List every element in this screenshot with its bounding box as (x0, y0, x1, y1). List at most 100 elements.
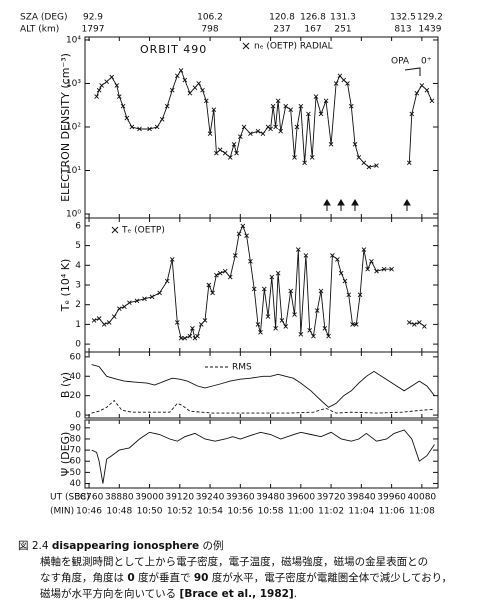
caption-line: なす角度，角度は 0 度が垂直で 90 度が水平，電子密度が電離圏全体で減少して… (18, 570, 496, 586)
legend-rms: RMS (232, 363, 252, 373)
data-point (429, 98, 435, 104)
y-tick-label: 60 (70, 457, 82, 467)
sza-value: 106.2 (197, 13, 223, 23)
x-tick-label: 39120 (165, 493, 194, 503)
x-tick-label: 39840 (347, 493, 376, 503)
alt-label: ALT (km) (20, 25, 59, 35)
y-tick-label: 80 (70, 434, 82, 444)
x-time-label: 10:52 (167, 507, 193, 517)
y-axis-label: Tₑ (10⁴ K) (59, 259, 72, 313)
x-tick-label: 39360 (226, 493, 255, 503)
y-tick-label: 10⁰ (66, 210, 81, 220)
x-time-label: 10:56 (227, 507, 253, 517)
x-time-label: 10:46 (76, 507, 102, 517)
legend-te: Tₑ (OETP) (121, 226, 165, 236)
data-line (91, 399, 435, 414)
panel-frame (84, 351, 439, 419)
y-tick-label: 10⁴ (66, 35, 81, 45)
caption-text: なす角度，角度は (40, 572, 128, 584)
data-point (389, 266, 394, 272)
event-arrows (323, 199, 411, 211)
x-axis-min-label: (MIN) (50, 507, 74, 517)
alt-value: 251 (334, 25, 351, 35)
y-tick-label: 1 (75, 320, 81, 330)
alt-value: 1439 (419, 25, 442, 35)
data-line (93, 224, 425, 339)
y-tick-label: 10¹ (66, 166, 81, 176)
data-point (91, 318, 97, 323)
panel-frame (84, 419, 439, 489)
orbit-label: ORBIT 490 (140, 43, 207, 56)
y-axis-label: Ψ (DEG) (59, 432, 72, 477)
x-time-label: 10:48 (106, 507, 132, 517)
caption-bold: 90 (193, 572, 209, 584)
y-axis-label: B (γ) (59, 372, 72, 398)
x-time-label: 10:50 (137, 507, 163, 517)
annotation-bracket (404, 67, 421, 76)
caption-text: . (293, 588, 298, 600)
alt-value: 798 (201, 25, 218, 35)
y-tick-label: 40 (70, 479, 82, 489)
annotation: 0⁺ (421, 57, 432, 67)
y-tick-label: 5 (75, 241, 81, 251)
y-axis-label: ELECTRON DENSITY (cm⁻³) (59, 53, 72, 202)
caption-suffix: の例 (202, 540, 224, 552)
sza-label: SZA (DEG) (20, 13, 68, 23)
x-time-label: 11:06 (379, 507, 405, 517)
caption: 図 2.4 disappearing ionosphere の例 横軸を観測時間… (18, 538, 496, 602)
x-tick-label: 38760 (75, 493, 104, 503)
y-tick-label: 0 (75, 411, 81, 421)
x-time-label: 11:02 (318, 507, 344, 517)
caption-line: 横軸を観測時間として上から電子密度，電子温度，磁場強度，磁場の金星表面との (40, 556, 429, 568)
data-point (302, 160, 307, 166)
x-tick-label: 39600 (287, 493, 316, 503)
caption-line: 磁場が水平方向を向いている [Brace et al., 1982]. (18, 586, 496, 602)
x-tick-label: 38880 (105, 493, 134, 503)
caption-label: 図 2.4 (18, 540, 49, 552)
y-tick-label: 3 (75, 281, 81, 291)
sza-value: 131.3 (330, 13, 356, 23)
sza-value: 132.5 (390, 13, 416, 23)
x-tick-label: 39000 (135, 493, 164, 503)
sza-value: 129.2 (417, 13, 443, 23)
legend-marker (111, 226, 119, 234)
caption-bold: 0 (127, 572, 135, 584)
figure: SZA (DEG) ALT (km) ORBIT 490 nₑ (OETP) R… (20, 13, 443, 517)
caption-text: 度が垂直で (134, 572, 194, 584)
caption-title-line: 図 2.4 disappearing ionosphere の例 (18, 538, 496, 554)
y-tick-label: 2 (75, 300, 81, 310)
sza-value: 120.8 (269, 13, 295, 23)
y-tick-label: 4 (75, 261, 81, 271)
data-line (91, 364, 435, 408)
y-tick-label: 50 (70, 468, 82, 478)
x-axis-label: UT (SEC) (50, 493, 90, 503)
data-point (406, 320, 412, 325)
alt-value: 237 (273, 25, 290, 35)
x-tick-label: 39960 (377, 493, 406, 503)
annotation: OPA (391, 57, 410, 67)
caption-text: 度が水平，電子密度が電離圏全体で減少しており， (208, 572, 452, 584)
caption-text: 磁場が水平方向を向いている (40, 588, 180, 600)
y-tick-label: 10³ (66, 79, 81, 89)
y-tick-label: 70 (70, 446, 82, 456)
sza-value: 126.8 (300, 13, 326, 23)
x-time-label: 10:58 (258, 507, 284, 517)
data-point (406, 160, 412, 166)
data-line (96, 69, 433, 168)
alt-value: 813 (394, 25, 411, 35)
alt-value: 1797 (82, 25, 105, 35)
y-tick-label: 60 (70, 352, 82, 362)
y-tick-label: 6 (75, 221, 81, 231)
x-tick-label: 39720 (317, 493, 346, 503)
x-time-label: 11:08 (409, 507, 435, 517)
y-tick-label: 40 (70, 372, 82, 382)
legend-marker (242, 42, 250, 50)
x-tick-label: 39480 (256, 493, 285, 503)
legend-density: nₑ (OETP) RADIAL (254, 42, 333, 52)
y-tick-label: 20 (70, 391, 82, 401)
x-tick-label: 39240 (196, 493, 225, 503)
y-tick-label: 90 (70, 423, 82, 433)
data-line (91, 429, 435, 484)
y-tick-label: 10² (66, 122, 81, 132)
